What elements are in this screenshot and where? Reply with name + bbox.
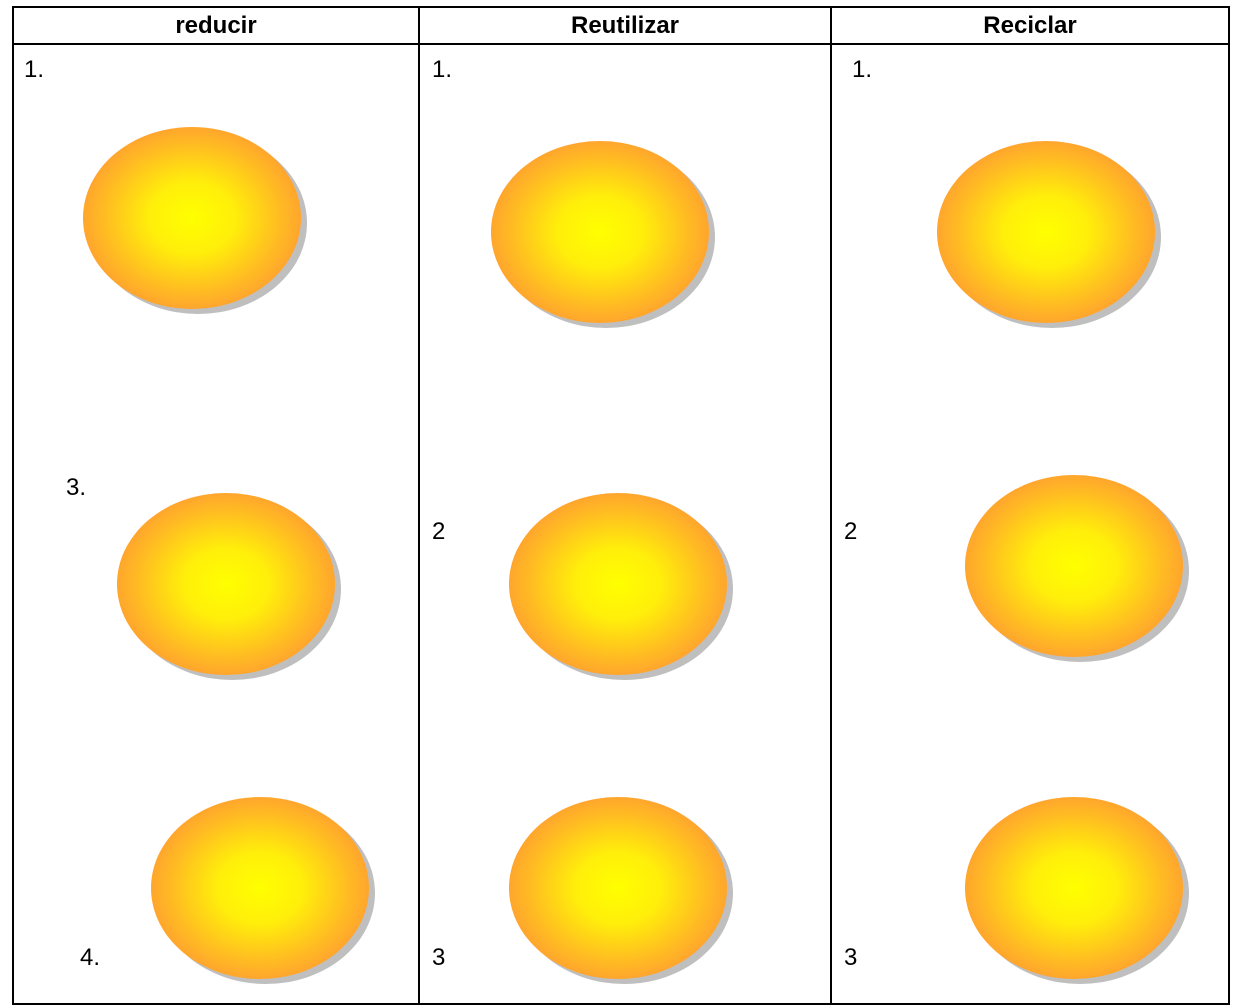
answer-bubble[interactable] [116, 492, 341, 680]
answer-bubble[interactable] [490, 140, 715, 328]
column-border [12, 6, 14, 1005]
column-border [830, 6, 832, 1005]
answer-bubble[interactable] [82, 126, 307, 314]
item-number: 1. [24, 56, 45, 83]
answer-bubble[interactable] [964, 474, 1189, 662]
answer-bubble[interactable] [150, 796, 375, 984]
answer-bubble[interactable] [964, 796, 1189, 984]
header-reutilizar: Reutilizar [570, 11, 680, 39]
answer-bubble[interactable] [508, 492, 733, 680]
item-number: 3 [432, 944, 446, 971]
answer-bubble[interactable] [936, 140, 1161, 328]
item-number: 3. [66, 474, 87, 501]
table-border-bottom [12, 1003, 1230, 1005]
column-border [1228, 6, 1230, 1005]
column-border [418, 6, 420, 1005]
item-number: 3 [844, 944, 858, 971]
header-divider [12, 43, 1230, 45]
table-border-top [12, 6, 1230, 8]
item-number: 1. [852, 56, 873, 83]
item-number: 4. [80, 944, 101, 971]
item-number: 1. [432, 56, 453, 83]
answer-bubble[interactable] [508, 796, 733, 984]
header-reducir: reducir [175, 11, 257, 39]
item-number: 2 [844, 518, 858, 545]
header-reciclar: Reciclar [983, 11, 1077, 39]
item-number: 2 [432, 518, 446, 545]
